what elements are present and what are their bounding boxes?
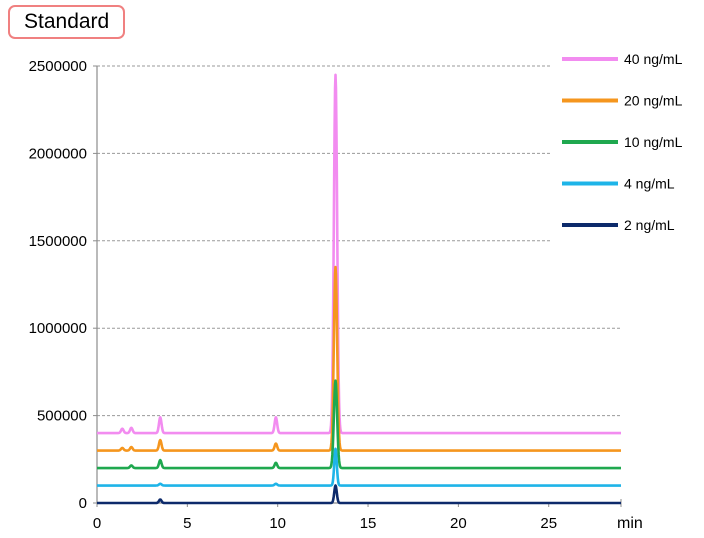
x-tick-label: 5 [183,515,191,532]
legend-label: 4 ng/mL [624,176,675,192]
legend-label: 10 ng/mL [624,134,683,150]
series-line [96,447,622,487]
series-traces [96,73,622,505]
series-line [96,73,622,435]
legend-label: 40 ng/mL [624,51,683,67]
y-tick-label: 1000000 [29,320,87,337]
y-tick-label: 0 [79,495,87,512]
x-tick-label: 25 [540,515,557,532]
y-tick-label: 1500000 [29,233,87,250]
x-tick-label: 15 [360,515,377,532]
legend: 40 ng/mL 20 ng/mL 10 ng/mL 4 ng/mL 2 ng/mL [562,51,683,233]
x-tick-label: 0 [93,515,101,532]
series-line [96,379,622,470]
y-tick-label: 2000000 [29,145,87,162]
legend-label: 20 ng/mL [624,93,683,109]
x-tick-label: 10 [269,515,286,532]
chart-title: Standard [8,5,126,39]
x-axis-label: min [617,515,643,532]
y-tick-label: 2500000 [29,58,87,75]
y-tick-label: 500000 [37,408,87,425]
legend-label: 2 ng/mL [624,217,675,233]
series-line [96,265,622,452]
grid-lines [97,65,621,417]
series-line [96,484,622,505]
x-tick-label: 20 [450,515,467,532]
